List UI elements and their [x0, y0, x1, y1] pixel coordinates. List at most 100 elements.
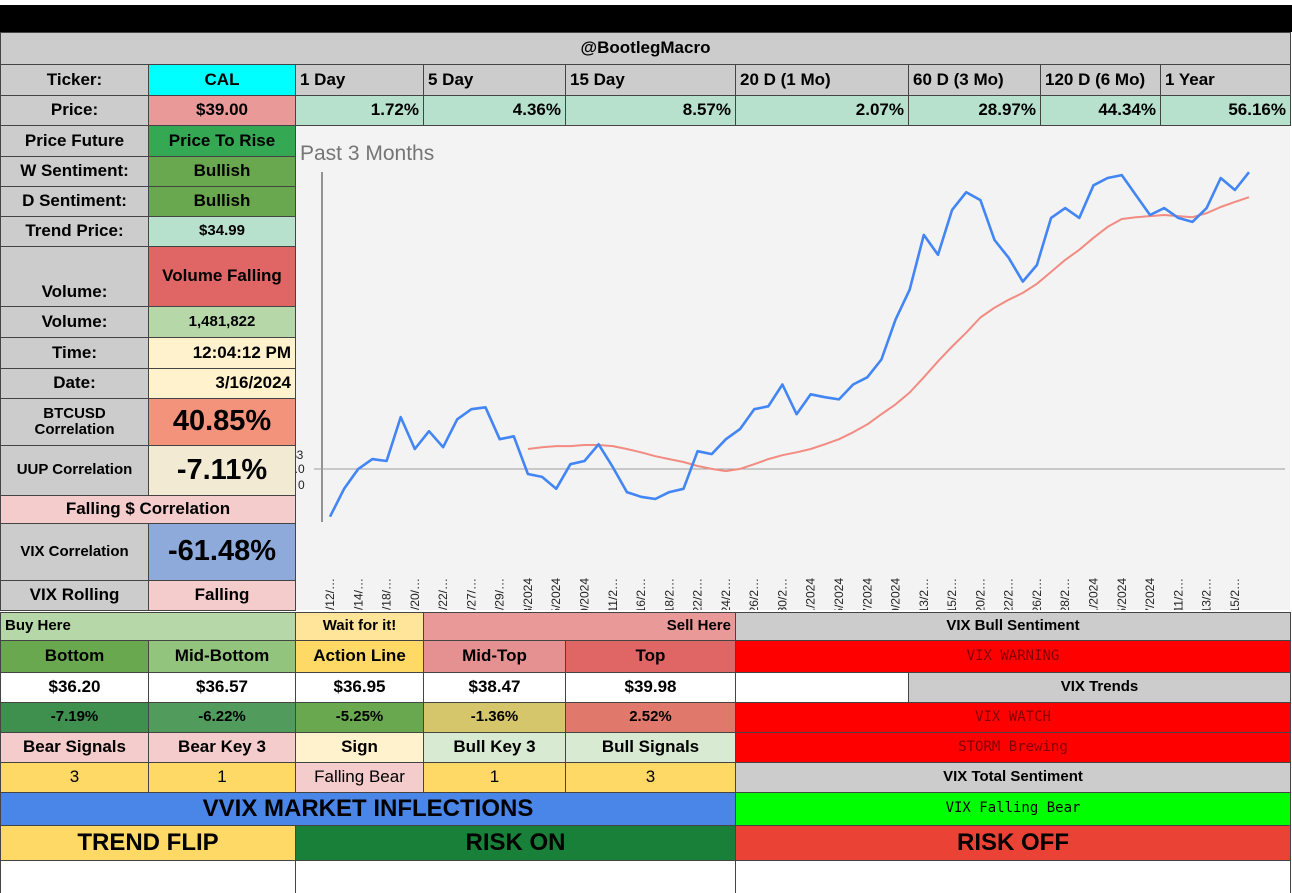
indicator-value: 3/16/2024	[148, 368, 296, 399]
level-name: Action Line	[295, 640, 424, 673]
x-tick-label: 1/11/2…	[606, 578, 620, 622]
price-value: $39.00	[148, 95, 296, 126]
x-tick-label: 12/27/…	[464, 578, 478, 623]
return-value: 44.34%	[1040, 95, 1161, 126]
zone-label: Buy Here	[0, 612, 296, 641]
x-tick-label: 2/28/2…	[1058, 578, 1072, 623]
x-tick-label: 1/3/2024	[521, 578, 535, 625]
signal-name: Bull Key 3	[423, 732, 566, 763]
level-price: $36.95	[295, 672, 424, 703]
row-label: Time:	[0, 337, 149, 369]
sheet-header: @BootlegMacro	[0, 32, 1291, 65]
x-tick-label: 3/5/2024	[1115, 578, 1129, 625]
indicator-value: -61.48%	[148, 523, 296, 581]
empty-cell	[295, 860, 736, 893]
period-header: 60 D (3 Mo)	[908, 64, 1041, 96]
signal-count: 1	[148, 762, 296, 793]
y-axis-fragment: 0.0	[288, 462, 305, 476]
vvix-title: VVIX MARKET INFLECTIONS	[0, 792, 736, 826]
row-label: Volume:	[0, 246, 149, 307]
x-tick-label: 3/15/2…	[1228, 578, 1242, 623]
chart-background	[296, 126, 1290, 610]
trend-flip: TREND FLIP	[0, 825, 296, 861]
signal-name: Bull Signals	[565, 732, 736, 763]
return-value: 56.16%	[1160, 95, 1291, 126]
row-label: VIX Rolling	[0, 580, 149, 611]
x-tick-label: 2/7/2024	[860, 578, 874, 625]
x-tick-label: 1/24/2…	[719, 578, 733, 623]
zone-label: Sell Here	[423, 612, 736, 641]
row-label: Trend Price:	[0, 216, 149, 247]
risk-off: RISK OFF	[735, 825, 1291, 861]
return-value: 8.57%	[565, 95, 736, 126]
signal-count: 1	[423, 762, 566, 793]
chart-title: Past 3 Months	[300, 142, 434, 165]
signal-name: Bear Key 3	[148, 732, 296, 763]
x-tick-label: 12/18/…	[380, 578, 394, 623]
x-tick-label: 1/16/2…	[634, 578, 648, 623]
period-header: 1 Year	[1160, 64, 1291, 96]
x-tick-label: 2/22/2…	[1002, 578, 1016, 623]
x-tick-label: 1/22/2…	[691, 578, 705, 623]
x-tick-label: 2/13/2…	[917, 578, 931, 623]
x-tick-label: 12/29/…	[493, 578, 507, 623]
x-tick-label: 1/26/2…	[747, 578, 761, 623]
indicator-value: -7.11%	[148, 445, 296, 496]
x-tick-label: 2/15/2…	[945, 578, 959, 623]
level-name: Top	[565, 640, 736, 673]
row-label: D Sentiment:	[0, 186, 149, 217]
return-value: 1.72%	[295, 95, 424, 126]
level-change: -7.19%	[0, 702, 149, 733]
return-value: 4.36%	[423, 95, 566, 126]
x-tick-label: 12/12/…	[323, 578, 337, 623]
row-label: Volume:	[0, 306, 149, 338]
level-price: $39.98	[565, 672, 736, 703]
indicator-value: Volume Falling	[148, 246, 296, 307]
x-tick-label: 1/18/2…	[662, 578, 676, 623]
x-tick-label: 2/1/2024	[804, 578, 818, 625]
empty-cell	[0, 860, 296, 893]
x-tick-label: 2/26/2…	[1030, 578, 1044, 623]
indicator-value: $34.99	[148, 216, 296, 247]
level-price: $38.47	[423, 672, 566, 703]
vix-header: VIX Trends	[908, 672, 1291, 703]
row-label: UUP Correlation	[0, 445, 149, 496]
x-tick-label: 1/9/2024	[577, 578, 591, 625]
x-tick-label: 1/5/2024	[549, 578, 563, 625]
vix-status: VIX WARNING	[735, 640, 1291, 673]
x-tick-label: 12/20/…	[408, 578, 422, 623]
price-line	[328, 171, 1251, 518]
x-tick-label: 1/30/2…	[775, 578, 789, 623]
x-tick-label: 3/7/2024	[1143, 578, 1157, 625]
indicator-value: Bullish	[148, 156, 296, 187]
chart-area: Past 3 Months $30.0 0 12/12/… 12/14/… 12/18/……	[288, 126, 1290, 625]
return-value: 28.97%	[908, 95, 1041, 126]
price-line	[527, 196, 1250, 473]
empty-cell	[735, 860, 1291, 893]
level-change: -5.25%	[295, 702, 424, 733]
period-header: 15 Day	[565, 64, 736, 96]
period-header: 120 D (6 Mo)	[1040, 64, 1161, 96]
dollar-note: Falling $ Correlation	[0, 495, 296, 524]
row-label: Price Future	[0, 125, 149, 157]
x-tick-label: 2/9/2024	[889, 578, 903, 625]
level-price: $36.57	[148, 672, 296, 703]
x-tick-label: 12/14/…	[351, 578, 365, 623]
x-tick-label: 2/20/2…	[973, 578, 987, 623]
row-label: Price:	[0, 95, 149, 126]
y-axis-fragment: 0	[298, 478, 305, 492]
x-tick-label: 2/5/2024	[832, 578, 846, 625]
return-value: 2.07%	[735, 95, 909, 126]
period-header: 20 D (1 Mo)	[735, 64, 909, 96]
y-axis-fragment: $3	[290, 448, 304, 462]
level-change: -6.22%	[148, 702, 296, 733]
vix-status: STORM Brewing	[735, 732, 1291, 763]
indicator-value: Bullish	[148, 186, 296, 217]
indicator-value: 1,481,822	[148, 306, 296, 338]
ticker-value: CAL	[148, 64, 296, 96]
x-tick-label: 3/1/2024	[1086, 578, 1100, 625]
level-name: Mid-Bottom	[148, 640, 296, 673]
toolbar-bar	[0, 5, 1292, 32]
